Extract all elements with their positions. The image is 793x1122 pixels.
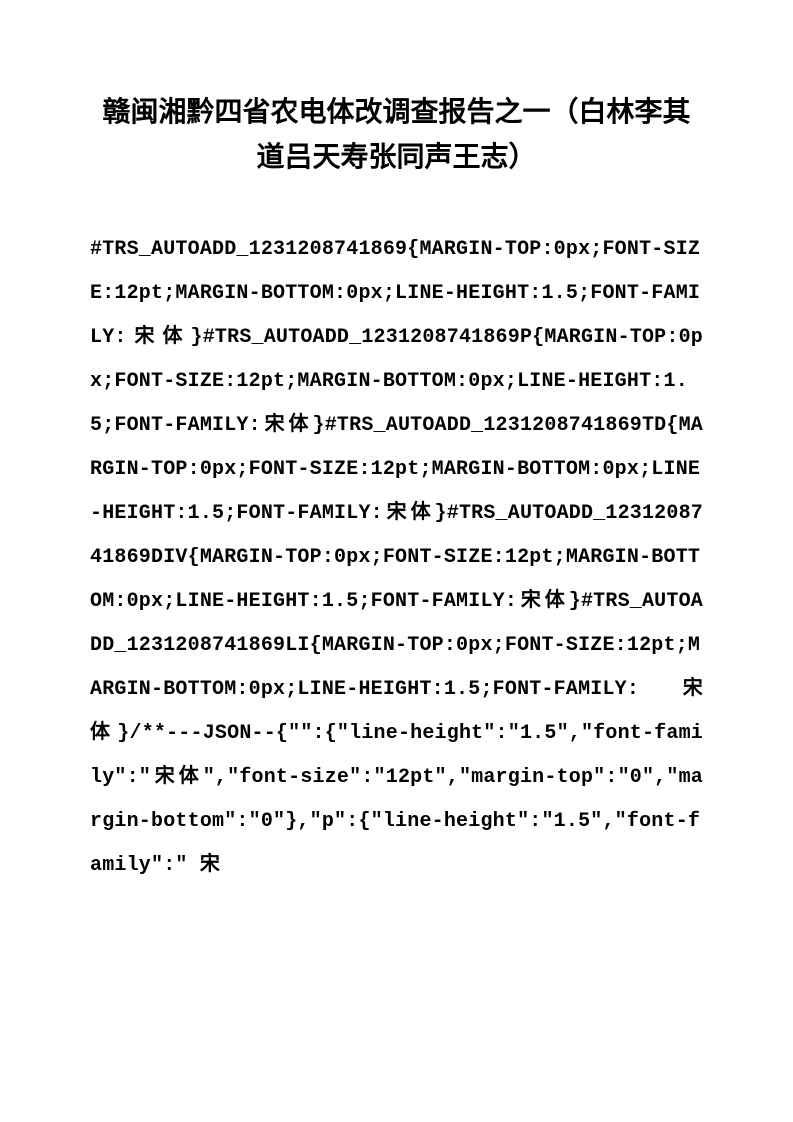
document-title: 赣闽湘黔四省农电体改调查报告之一（白林李其道吕天寿张同声王志） — [90, 90, 703, 180]
document-body-text: #TRS_AUTOADD_1231208741869{MARGIN-TOP:0p… — [90, 228, 703, 888]
document-page: 赣闽湘黔四省农电体改调查报告之一（白林李其道吕天寿张同声王志） #TRS_AUT… — [0, 0, 793, 1122]
